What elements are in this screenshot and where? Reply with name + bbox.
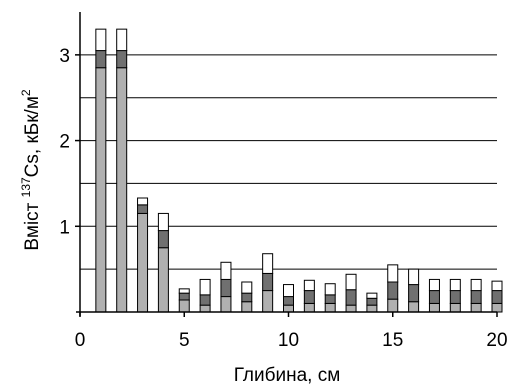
- y-tick-label-3: 3: [59, 46, 70, 67]
- bar-8-segment-3: [241, 281, 253, 294]
- bar-9-segment-3: [262, 253, 274, 274]
- y-axis-title: Вміст 137Cs, кБк/м2: [19, 89, 43, 250]
- bar-19-segment-2: [470, 290, 482, 304]
- bar-8-segment-1: [241, 301, 253, 313]
- bar-7-segment-3: [220, 261, 232, 280]
- bar-16-segment-1: [408, 301, 420, 313]
- bar-1-segment-1: [95, 67, 107, 313]
- x-tick-label-5: 5: [179, 330, 190, 351]
- bar-2-segment-1: [116, 67, 128, 313]
- bar-12-segment-3: [324, 283, 336, 296]
- bar-5-segment-1: [178, 299, 190, 313]
- bar-14-segment-3: [366, 292, 378, 299]
- bar-1-segment-3: [95, 28, 107, 52]
- bar-10-segment-2: [283, 296, 294, 306]
- bar-9-segment-1: [262, 290, 274, 313]
- bar-10-segment-1: [283, 304, 294, 313]
- bar-3-segment-2: [137, 204, 149, 214]
- bar-6-segment-1: [199, 304, 211, 313]
- bar-10-segment-3: [283, 284, 294, 298]
- y-axis-title-exponent: 2: [19, 89, 33, 96]
- bar-18-segment-1: [449, 302, 461, 313]
- bar-7-segment-2: [220, 278, 232, 298]
- bar-9-segment-2: [262, 272, 274, 292]
- bar-5-segment-3: [178, 288, 190, 294]
- bar-14-segment-2: [366, 297, 378, 306]
- y-axis-title-isotope-mass: 137: [19, 177, 33, 197]
- bar-15-segment-2: [387, 281, 399, 300]
- x-tick-label-0: 0: [75, 330, 86, 351]
- bar-20-segment-3: [491, 280, 503, 292]
- bar-2-segment-3: [116, 28, 128, 52]
- x-axis-title: Глибина, см: [234, 365, 341, 385]
- y-tick-label-2: 2: [59, 132, 70, 153]
- bar-13-segment-3: [345, 273, 357, 291]
- bar-15-segment-1: [387, 298, 399, 313]
- bar-2-segment-2: [116, 50, 128, 69]
- x-tick-label-20: 20: [486, 330, 507, 351]
- bar-3-segment-1: [137, 212, 149, 313]
- bar-4-segment-1: [157, 247, 169, 313]
- bar-11-segment-2: [303, 290, 315, 304]
- x-tick-label-15: 15: [382, 330, 403, 351]
- bar-4-segment-2: [157, 230, 169, 249]
- y-axis-title-prefix: Вміст: [22, 197, 43, 250]
- bar-7-segment-1: [220, 296, 232, 313]
- bar-20-segment-2: [491, 290, 503, 304]
- bar-15-segment-3: [387, 264, 399, 283]
- axes: [76, 12, 497, 316]
- y-tick-label-1: 1: [59, 217, 70, 238]
- bar-6-segment-2: [199, 294, 211, 306]
- bar-19-segment-1: [470, 302, 482, 313]
- bar-5-segment-2: [178, 292, 190, 301]
- bar-13-segment-2: [345, 289, 357, 306]
- bar-11-segment-1: [303, 302, 315, 313]
- bar-4-segment-3: [157, 212, 169, 232]
- bar-6-segment-3: [199, 278, 211, 296]
- bar-17-segment-2: [428, 290, 440, 304]
- grid-lines: [80, 54, 497, 270]
- bar-16-segment-3: [408, 268, 420, 286]
- x-tick-label-10: 10: [278, 330, 299, 351]
- bar-12-segment-2: [324, 294, 336, 304]
- bar-16-segment-2: [408, 284, 420, 303]
- bar-17-segment-3: [428, 278, 440, 292]
- bar-18-segment-3: [449, 278, 461, 292]
- bar-1-segment-2: [95, 50, 107, 69]
- tick-labels: 0 5 10 15 20 1 2 3: [59, 46, 507, 351]
- bar-11-segment-3: [303, 279, 315, 292]
- bar-18-segment-2: [449, 290, 461, 304]
- bar-20-segment-1: [491, 302, 503, 313]
- bar-8-segment-2: [241, 292, 253, 303]
- bar-17-segment-1: [428, 302, 440, 313]
- bar-19-segment-3: [470, 278, 482, 292]
- bar-3-segment-3: [137, 197, 149, 206]
- bar-12-segment-1: [324, 302, 336, 313]
- y-axis-title-main: Cs, кБк/м: [22, 96, 43, 177]
- bar-14-segment-1: [366, 304, 378, 313]
- bar-13-segment-1: [345, 304, 357, 313]
